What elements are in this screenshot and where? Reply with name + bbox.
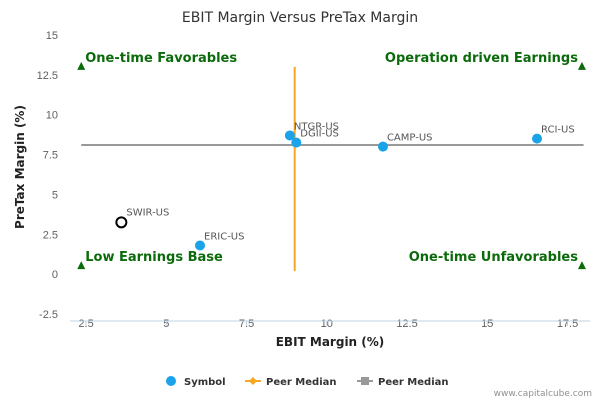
y-tick-label: 15 <box>46 30 58 42</box>
data-point-label: DGII-US <box>300 129 339 140</box>
y-tick-label: 7.5 <box>43 150 58 162</box>
legend: Symbol Peer Median Peer Median <box>166 376 449 388</box>
data-point-label: ERIC-US <box>204 231 244 242</box>
y-tick-label: -2.5 <box>39 309 58 321</box>
y-tick-labels: -2.5 0 2.5 5 7.5 10 12.5 15 <box>37 30 58 321</box>
quadrant-label: One-time Favorables <box>85 51 237 66</box>
data-point-label: RCI-US <box>541 125 575 136</box>
legend-label: Symbol <box>184 377 226 388</box>
x-axis-title: EBIT Margin (%) <box>276 335 385 349</box>
data-point-label: NTGR-US <box>294 121 339 132</box>
y-tick-label: 12.5 <box>37 70 58 82</box>
quadrant-marker <box>77 61 86 70</box>
y-tick-label: 0 <box>52 269 58 281</box>
legend-horizontal-median-marker <box>361 377 369 385</box>
y-tick-label: 10 <box>46 110 58 122</box>
data-point <box>195 240 205 251</box>
credit-text: www.capitalcube.com <box>494 389 592 399</box>
quadrant-label: Operation driven Earnings <box>385 51 578 66</box>
data-point-label: CAMP-US <box>387 133 433 144</box>
peer-median-lines <box>81 66 584 271</box>
quadrant-marker <box>577 261 586 270</box>
legend-symbol-marker <box>166 376 176 386</box>
y-axis-title: PreTax Margin (%) <box>13 105 27 229</box>
legend-vertical-median-marker <box>249 377 257 385</box>
quadrant-label: One-time Unfavorables <box>409 250 578 265</box>
data-point <box>377 141 388 152</box>
data-point <box>284 130 295 141</box>
quadrant-marker <box>77 261 86 270</box>
legend-label: Peer Median <box>378 377 449 388</box>
legend-label: Peer Median <box>266 377 337 388</box>
data-point <box>291 137 302 148</box>
quadrant-labels: One-time Favorables Operation driven Earn… <box>77 51 586 270</box>
quadrant-label: Low Earnings Base <box>85 250 223 265</box>
y-tick-label: 5 <box>52 189 58 201</box>
data-point <box>532 133 543 144</box>
chart-title: EBIT Margin Versus PreTax Margin <box>182 10 418 26</box>
y-tick-label: 2.5 <box>43 229 58 241</box>
highlighted-point-label: SWIR-US <box>126 207 169 218</box>
highlighted-point <box>115 216 128 229</box>
x-tick-marks <box>85 321 569 326</box>
quadrant-marker <box>577 61 586 70</box>
